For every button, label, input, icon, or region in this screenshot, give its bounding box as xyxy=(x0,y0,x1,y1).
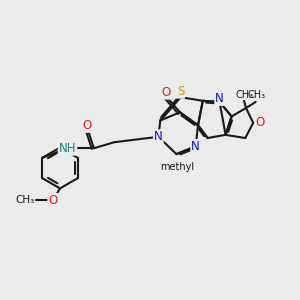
Text: N: N xyxy=(215,92,224,105)
Text: N: N xyxy=(191,140,200,153)
Text: N: N xyxy=(154,130,163,143)
Text: O: O xyxy=(255,116,265,129)
Text: O: O xyxy=(161,86,170,99)
Text: NH: NH xyxy=(59,142,76,155)
Text: O: O xyxy=(48,194,57,207)
Text: CH₃: CH₃ xyxy=(16,195,35,206)
Text: CH₃: CH₃ xyxy=(235,90,253,100)
Text: methyl: methyl xyxy=(160,162,195,172)
Text: S: S xyxy=(177,85,184,98)
Text: CH₃: CH₃ xyxy=(248,90,266,100)
Text: O: O xyxy=(82,119,92,132)
